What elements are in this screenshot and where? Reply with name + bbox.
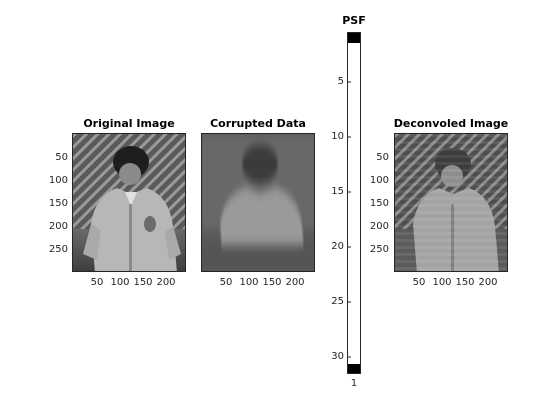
original-image-title: Original Image — [83, 117, 175, 130]
x-tick-label: 150 — [455, 277, 475, 288]
x-tick-label: 150 — [262, 277, 282, 288]
original-image-axes[interactable] — [72, 133, 186, 272]
y-tick-label: 200 — [48, 221, 68, 232]
y-tick-label: 50 — [55, 152, 68, 163]
y-tick-label: 5 — [337, 76, 344, 87]
x-tick-label: 50 — [90, 277, 104, 288]
corrupted-data-axes[interactable] — [201, 133, 315, 272]
x-tick-label: 100 — [110, 277, 130, 288]
y-tick-label: 150 — [369, 198, 389, 209]
psf-picture — [348, 33, 360, 373]
x-tick-label: 200 — [478, 277, 498, 288]
y-tick-label: 15 — [331, 186, 344, 197]
x-tick-label: 100 — [239, 277, 259, 288]
y-tick-label: 25 — [331, 296, 344, 307]
x-tick-label: 100 — [432, 277, 452, 288]
x-tick-label: 150 — [133, 277, 153, 288]
y-tick-label: 10 — [331, 131, 344, 142]
y-tick-label: 20 — [331, 241, 344, 252]
x-tick-label: 200 — [156, 277, 176, 288]
corrupted-data-title: Corrupted Data — [210, 117, 306, 130]
corrupted-data-picture — [202, 134, 314, 271]
deconvolved-image-picture — [395, 134, 507, 271]
y-tick-label: 250 — [369, 244, 389, 255]
x-tick-label: 50 — [219, 277, 233, 288]
y-tick-label: 30 — [331, 351, 344, 362]
psf-title: PSF — [342, 14, 366, 27]
psf-axes[interactable] — [347, 32, 361, 374]
y-tick-label: 200 — [369, 221, 389, 232]
y-tick-label: 100 — [48, 175, 68, 186]
y-tick-label: 50 — [376, 152, 389, 163]
y-tick-label: 150 — [48, 198, 68, 209]
x-tick-label: 1 — [350, 378, 358, 389]
original-image-picture — [73, 134, 185, 271]
y-tick-label: 100 — [369, 175, 389, 186]
deconvolved-image-title: Deconvoled Image — [393, 117, 509, 130]
deconvolved-image-axes[interactable] — [394, 133, 508, 272]
x-tick-label: 200 — [285, 277, 305, 288]
y-tick-label: 250 — [48, 244, 68, 255]
x-tick-label: 50 — [412, 277, 426, 288]
